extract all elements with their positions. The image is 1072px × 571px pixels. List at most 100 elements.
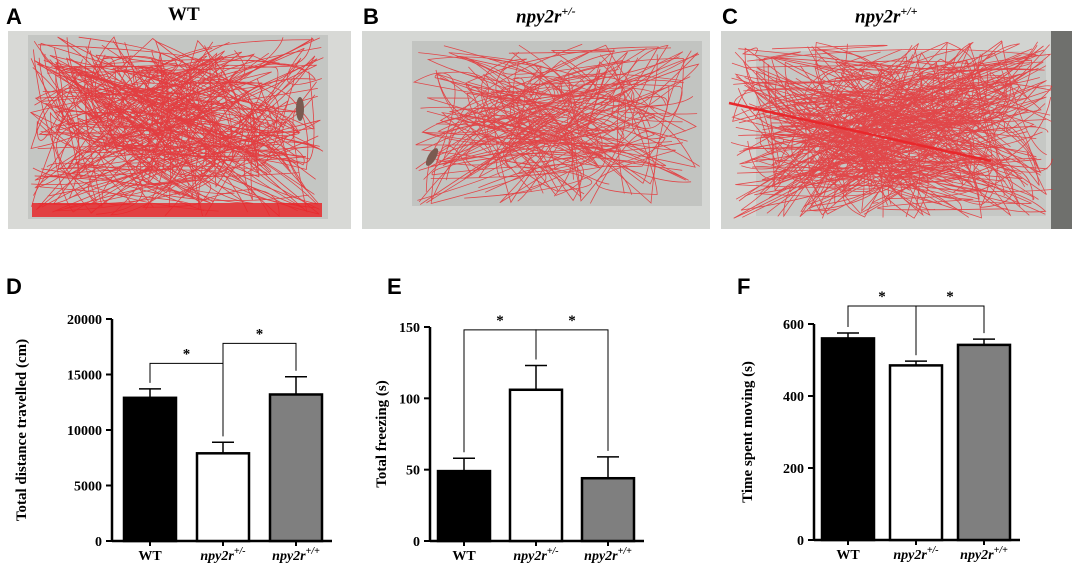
swim-trace xyxy=(777,44,1050,184)
y-tick-label: 150 xyxy=(399,321,420,336)
bar-1 xyxy=(195,452,251,543)
bar-2 xyxy=(956,343,1012,542)
x-tick-label: npy2r+/- xyxy=(893,545,938,563)
y-tick-label: 15000 xyxy=(67,369,102,384)
y-axis-label: Total distance travelled (cm) xyxy=(14,339,30,521)
bar-1 xyxy=(888,364,944,542)
x-tick-label-sup: +/+ xyxy=(618,546,632,557)
y-tick-label: 5000 xyxy=(74,480,102,495)
swim-trace xyxy=(465,76,573,171)
x-tick-label-sup: +/- xyxy=(927,545,939,556)
swim-trace xyxy=(502,66,676,195)
swim-trace xyxy=(418,51,684,171)
swim-trace xyxy=(786,42,998,205)
swim-trace xyxy=(419,63,700,205)
swim-trace xyxy=(110,55,321,183)
significance-star: * xyxy=(256,326,264,342)
swim-trace xyxy=(64,81,309,209)
swim-trace xyxy=(465,49,594,192)
swim-trace xyxy=(482,86,619,164)
swim-trace xyxy=(772,44,934,176)
swim-trace xyxy=(108,97,200,210)
panel-letter-e: E xyxy=(387,274,402,299)
bar-0 xyxy=(436,469,492,543)
swim-trace xyxy=(40,42,211,146)
swim-trace xyxy=(95,39,316,177)
swim-trace xyxy=(41,112,221,213)
swim-trace xyxy=(840,47,958,216)
swim-trace xyxy=(778,91,1052,192)
y-tick-label: 10000 xyxy=(67,424,102,439)
panel-title-het: npy2r+/- xyxy=(516,4,576,28)
swim-trace xyxy=(784,52,1048,170)
x-tick-label: WT xyxy=(452,549,476,564)
bar-0 xyxy=(820,337,876,542)
trace-group-het xyxy=(412,43,700,205)
x-tick-label: npy2r+/+ xyxy=(272,546,320,564)
swim-trace xyxy=(42,91,248,213)
swim-trace xyxy=(762,45,1038,201)
swim-trace xyxy=(803,71,1029,208)
swim-trace xyxy=(165,85,314,178)
swim-trace xyxy=(742,85,1053,218)
swim-trace xyxy=(439,77,556,139)
significance-star: * xyxy=(183,346,191,362)
swim-trace xyxy=(84,40,192,149)
swim-trace xyxy=(752,157,1047,213)
swim-trace xyxy=(62,65,258,215)
swim-trace xyxy=(418,52,604,192)
swim-trace xyxy=(148,56,315,164)
bar-2 xyxy=(580,476,636,543)
x-tick-label: npy2r+/- xyxy=(513,546,558,564)
x-tick-label: WT xyxy=(836,548,860,563)
title-hom-sup: +/+ xyxy=(900,4,918,18)
title-hom-base: npy2r xyxy=(855,6,901,28)
y-tick-label: 100 xyxy=(399,392,420,407)
y-tick-label: 0 xyxy=(413,535,420,550)
panel-letter-c: C xyxy=(722,4,738,29)
swim-trace xyxy=(420,101,651,179)
swim-trace xyxy=(820,41,994,204)
swim-trace xyxy=(515,76,691,204)
swim-trace xyxy=(466,46,659,197)
significance-star: * xyxy=(568,313,576,329)
swim-trace xyxy=(426,110,602,166)
x-tick-label: npy2r+/+ xyxy=(584,546,632,564)
tank-image-hom xyxy=(721,31,1072,229)
swim-trace xyxy=(456,50,692,204)
x-tick-label-sup: +/- xyxy=(547,546,559,557)
swim-trace xyxy=(744,124,964,210)
significance-star: * xyxy=(496,313,504,329)
panel-letter-b: B xyxy=(363,4,379,29)
swim-trace xyxy=(30,58,317,185)
swim-trace xyxy=(480,58,630,152)
y-tick-label: 200 xyxy=(783,462,804,477)
tank-image-wt xyxy=(8,31,351,229)
swim-trace xyxy=(732,82,1041,214)
trace-group-wt xyxy=(30,36,324,217)
swim-trace xyxy=(426,56,694,107)
swim-trace xyxy=(33,49,300,216)
y-axis-label: Time spent moving (s) xyxy=(740,361,756,503)
chart-f: 0 200 400 600 Time spent moving (s) WT npy2r+/… xyxy=(740,290,1020,563)
significance-star: * xyxy=(878,290,886,305)
swim-trace xyxy=(735,158,1042,193)
swim-trace xyxy=(877,41,1008,211)
swim-trace xyxy=(752,81,924,139)
chart-e: 0 50 100 150 Total freezing (s) WT npy2r+/- npy… xyxy=(374,313,644,564)
y-tick-label: 0 xyxy=(797,534,804,549)
x-tick-label: npy2r+/+ xyxy=(960,545,1008,563)
x-tick-label-sup: +/+ xyxy=(306,546,320,557)
bar-0 xyxy=(122,396,178,543)
y-tick-label: 20000 xyxy=(67,313,102,328)
panel-title-wt: WT xyxy=(168,4,200,25)
x-tick-label: npy2r+/- xyxy=(200,546,245,564)
swim-trace xyxy=(478,95,696,195)
swim-trace xyxy=(735,46,1005,197)
swim-trace xyxy=(777,53,983,182)
x-tick-label-sup: +/+ xyxy=(994,545,1008,556)
swim-trace xyxy=(55,37,272,130)
swim-trace xyxy=(735,61,922,199)
title-het-sup: +/- xyxy=(561,4,576,18)
swim-trace xyxy=(32,67,216,206)
